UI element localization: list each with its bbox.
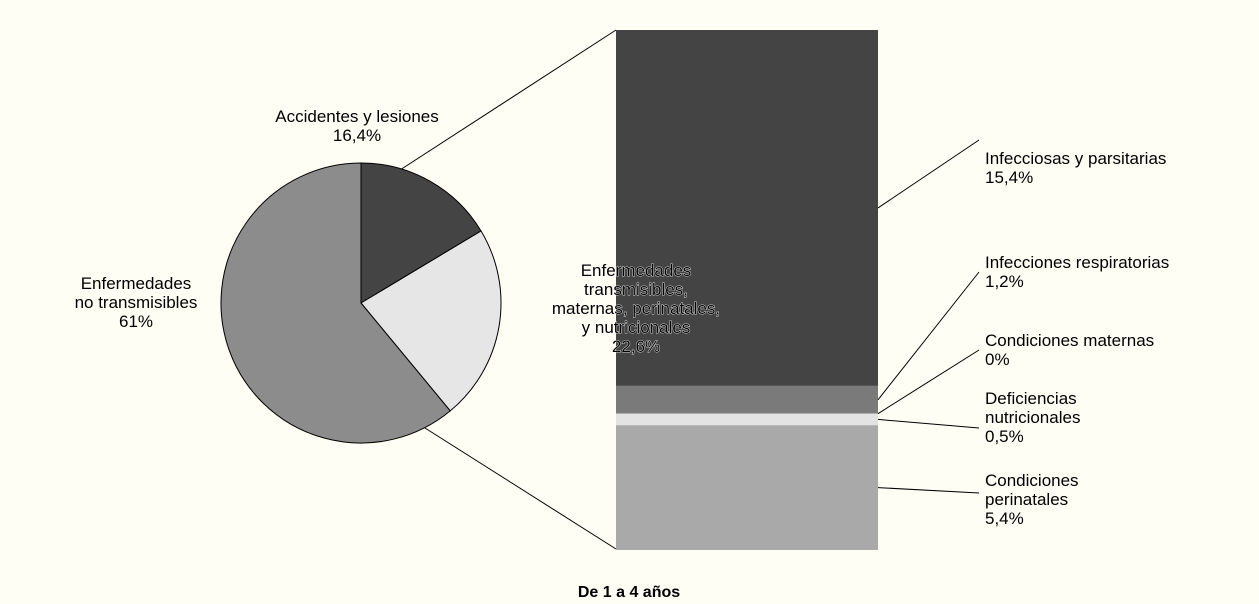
connector [424,427,617,550]
leader-line [877,418,980,429]
slice-label: Enfermedades no transmisibles [75,274,198,312]
leader-line [877,139,980,209]
slice-label: Accidentes y lesiones [275,107,438,126]
leader-line [877,349,980,415]
bar-value-label: 0% [985,350,1010,369]
bar-label: Infecciosas y parsitarias [985,149,1166,168]
pie-slice [360,230,502,412]
bar-segment [616,413,878,426]
chart-title: De 1 a 4 años [578,584,680,601]
bar-value-label: 15,4% [985,168,1033,187]
bar-segment [616,425,878,550]
bar-segment [616,385,878,414]
slice-value-label: 61% [119,312,153,331]
bar-label: Condiciones maternas [985,331,1154,350]
slice-label: Enfermedades transmisibles, maternas, peri… [552,261,720,337]
bar-segment [616,30,878,386]
pie-slice [360,162,482,304]
bar-value-label: 5,4% [985,509,1024,528]
connector [399,29,617,171]
leader-line [877,271,980,401]
leader-line [877,487,980,494]
bar-label: Condiciones perinatales [985,471,1079,509]
bar-value-label: 0,5% [985,427,1024,446]
slice-value-label: 22,6% [612,337,660,356]
bar-label: Infecciones respiratorias [985,253,1169,272]
bar-label: Deficiencias nutricionales [985,389,1080,427]
slice-value-label: 16,4% [333,126,381,145]
pie-slice [220,162,451,444]
bar-value-label: 1,2% [985,272,1024,291]
